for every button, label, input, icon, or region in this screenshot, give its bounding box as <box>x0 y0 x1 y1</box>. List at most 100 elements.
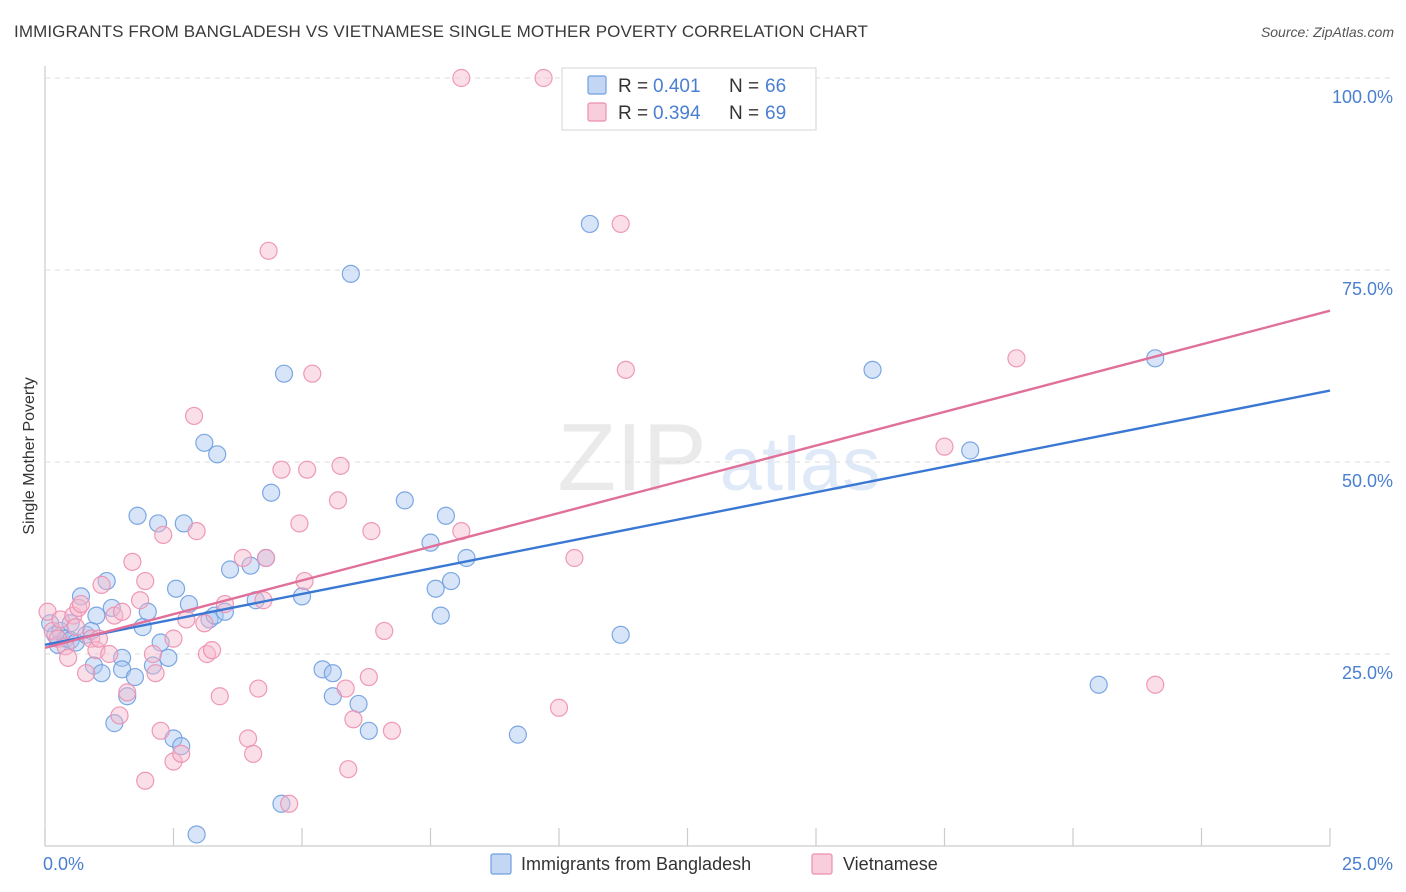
point-bangladesh <box>166 579 186 598</box>
y-axis-label: Single Mother Poverty <box>21 377 38 534</box>
point-vietnamese <box>151 721 170 740</box>
point-vietnamese <box>59 648 78 667</box>
point-vietnamese <box>331 456 350 475</box>
point-bangladesh <box>274 364 294 383</box>
point-vietnamese <box>362 522 381 541</box>
point-bangladesh <box>431 606 450 625</box>
point-bangladesh <box>159 648 178 667</box>
point-bangladesh <box>580 214 599 234</box>
point-vietnamese <box>202 641 222 660</box>
point-vietnamese <box>259 241 278 260</box>
data-points <box>38 68 1165 844</box>
point-vietnamese <box>136 771 155 790</box>
point-bangladesh <box>349 694 368 714</box>
legend-n-label: N = <box>729 76 764 97</box>
legend-r-value: 0.394 <box>653 103 701 124</box>
point-bangladesh <box>125 667 145 687</box>
point-bangladesh <box>87 606 106 625</box>
point-bangladesh <box>359 721 378 740</box>
point-bangladesh <box>341 264 360 283</box>
x-tick-label: 25.0% <box>1342 854 1393 874</box>
point-vietnamese <box>303 364 322 383</box>
top-legend: R = 0.401 N = 66 R = 0.394 N = 69 <box>561 67 817 131</box>
point-vietnamese <box>565 548 584 568</box>
point-vietnamese <box>256 548 276 568</box>
point-vietnamese <box>339 760 358 779</box>
point-vietnamese <box>143 644 163 664</box>
y-tick-label: 75.0% <box>1342 279 1393 299</box>
point-vietnamese <box>935 437 954 456</box>
point-vietnamese <box>172 744 191 763</box>
point-vietnamese <box>187 522 206 541</box>
point-vietnamese <box>375 621 394 641</box>
point-vietnamese <box>233 548 252 568</box>
point-vietnamese <box>146 664 165 683</box>
point-vietnamese <box>164 629 183 648</box>
point-bangladesh <box>187 825 206 844</box>
point-bangladesh <box>118 687 137 706</box>
point-vietnamese <box>112 602 132 621</box>
point-vietnamese <box>549 698 569 717</box>
point-bangladesh <box>508 725 527 744</box>
point-vietnamese <box>611 214 630 234</box>
point-vietnamese <box>336 679 355 698</box>
point-vietnamese <box>249 679 268 698</box>
legend-n-value: 69 <box>765 103 786 124</box>
point-bangladesh <box>92 664 111 683</box>
point-bangladesh <box>426 579 445 598</box>
point-bangladesh <box>292 587 312 606</box>
point-vietnamese <box>92 575 111 594</box>
point-bangladesh <box>457 548 476 568</box>
point-bangladesh <box>395 491 414 510</box>
point-vietnamese <box>534 68 553 88</box>
point-vietnamese <box>382 721 402 740</box>
legend-r-label: R = <box>618 76 653 97</box>
watermark: ZIP atlas <box>557 404 880 511</box>
point-vietnamese <box>66 618 85 637</box>
point-bangladesh <box>208 445 227 464</box>
point-vietnamese <box>452 68 471 88</box>
point-bangladesh <box>148 514 168 533</box>
point-vietnamese <box>210 687 229 706</box>
legend-r-value: 0.401 <box>653 76 701 97</box>
point-bangladesh <box>323 664 342 683</box>
point-bangladesh <box>436 506 456 525</box>
legend-n-value: 66 <box>765 76 786 97</box>
point-vietnamese <box>195 614 214 633</box>
point-bangladesh <box>272 794 291 813</box>
point-vietnamese <box>100 644 119 664</box>
point-vietnamese <box>290 514 309 533</box>
x-tick-label: 0.0% <box>43 854 84 874</box>
legend-swatch-vietnamese <box>587 102 607 122</box>
chart-title: IMMIGRANTS FROM BANGLADESH VS VIETNAMESE… <box>14 22 869 41</box>
bottom-legend: Immigrants from Bangladesh Vietnamese <box>490 853 938 875</box>
point-vietnamese <box>298 460 317 479</box>
point-vietnamese <box>359 667 378 687</box>
bottom-legend-swatch-vietnamese <box>811 853 833 875</box>
point-bangladesh <box>313 660 332 679</box>
point-bangladesh <box>71 587 91 606</box>
trend-lines <box>44 309 1331 650</box>
y-tick-label: 25.0% <box>1342 663 1393 683</box>
bottom-legend-label-bangladesh: Immigrants from Bangladesh <box>521 854 751 874</box>
point-bangladesh <box>128 506 147 525</box>
point-vietnamese <box>130 591 150 610</box>
y-tick-label: 50.0% <box>1342 471 1393 491</box>
legend-r-label: R = <box>618 103 653 124</box>
point-bangladesh <box>863 360 882 379</box>
legend-swatch-bangladesh <box>587 75 607 95</box>
point-vietnamese <box>1146 675 1165 694</box>
point-bangladesh <box>220 560 240 579</box>
trend-line-vietnamese <box>44 309 1331 650</box>
point-vietnamese <box>238 729 258 748</box>
point-vietnamese <box>272 460 291 479</box>
point-bangladesh <box>961 441 980 460</box>
point-bangladesh <box>1089 675 1108 694</box>
point-vietnamese <box>616 360 635 379</box>
source-label: Source: ZipAtlas.com <box>1260 24 1394 40</box>
y-tick-label: 100.0% <box>1332 87 1393 107</box>
point-bangladesh <box>241 556 260 575</box>
point-vietnamese <box>71 594 91 614</box>
